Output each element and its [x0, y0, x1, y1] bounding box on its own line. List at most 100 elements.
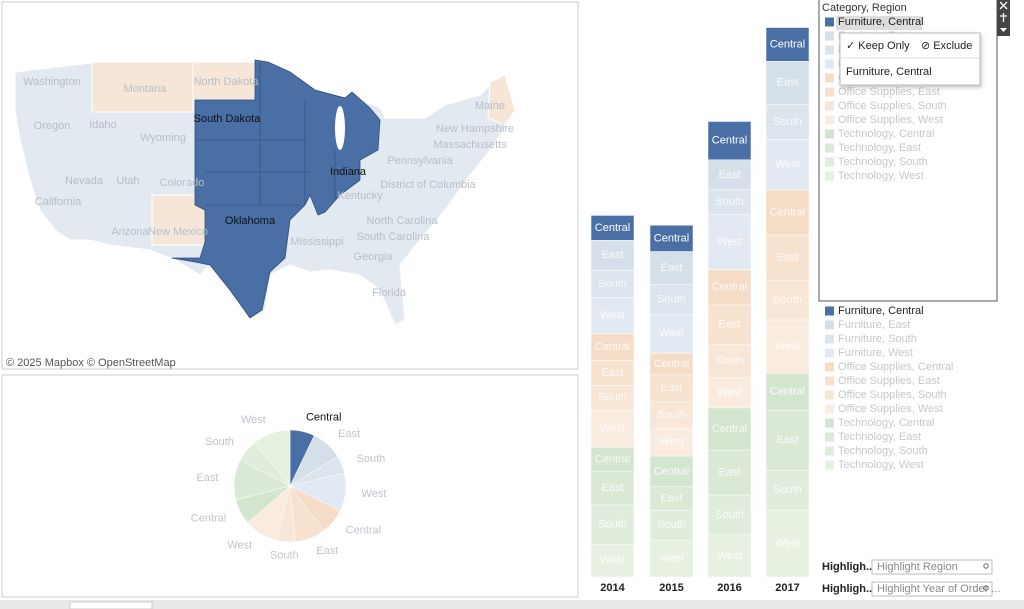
bar-segment[interactable] — [765, 509, 810, 578]
bar-segment[interactable] — [590, 409, 635, 448]
bar-segment[interactable] — [707, 534, 752, 578]
bar-segment[interactable] — [765, 319, 810, 374]
bar-segment[interactable] — [707, 407, 752, 451]
bar-segment[interactable] — [707, 449, 752, 496]
legend-swatch — [825, 418, 834, 428]
bar-segment[interactable] — [765, 103, 810, 140]
legend-item[interactable]: Technology, Central — [838, 128, 934, 140]
bar-segment[interactable] — [649, 284, 694, 315]
bar-segment[interactable] — [649, 427, 694, 457]
bar-segment[interactable] — [765, 139, 810, 191]
legend-item[interactable]: Office Supplies, East — [838, 375, 940, 387]
bar-segment[interactable] — [590, 239, 635, 271]
bar-segment[interactable] — [590, 446, 635, 473]
legend-item[interactable]: Technology, South — [838, 445, 928, 457]
keep-only-button[interactable]: ✓ Keep Only — [846, 40, 910, 52]
bar-segment[interactable] — [707, 344, 752, 379]
state-label: Oregon — [34, 120, 71, 132]
bar-segment[interactable] — [765, 61, 810, 105]
highlighter-placeholder: Highlight Region — [877, 561, 958, 573]
bar-segment[interactable] — [765, 234, 810, 281]
legend-swatch — [825, 376, 834, 386]
bar-segment[interactable] — [707, 159, 752, 191]
exclude-button[interactable]: ⊘ Exclude — [921, 40, 972, 52]
bar-segment[interactable] — [707, 304, 752, 345]
legend-item[interactable]: Technology, East — [838, 142, 921, 154]
bar-segment[interactable] — [590, 544, 635, 578]
bar-segment[interactable] — [649, 374, 694, 403]
bar-segment[interactable] — [707, 214, 752, 270]
legend-swatch — [825, 460, 834, 470]
bar-segment[interactable] — [590, 270, 635, 298]
state-label: Oklahoma — [225, 215, 276, 227]
bar-segment[interactable] — [765, 279, 810, 321]
bar-segment[interactable] — [765, 409, 810, 471]
state-label: Massachusetts — [433, 139, 507, 151]
legend-item[interactable]: Furniture, West — [838, 347, 913, 359]
legend-item[interactable]: Furniture, East — [838, 319, 910, 331]
toolbar[interactable] — [997, 0, 1010, 36]
legend-swatch — [825, 143, 834, 153]
legend-item[interactable]: Furniture, Central — [838, 305, 924, 317]
highlighter-input[interactable] — [871, 559, 993, 575]
segment-label: West — [659, 436, 684, 448]
x-tick-label: 2017 — [775, 582, 799, 594]
bar-segment[interactable] — [707, 121, 752, 161]
close-icon[interactable] — [999, 1, 1008, 10]
bar-segment[interactable] — [649, 224, 694, 252]
bar-segment[interactable] — [649, 251, 694, 285]
menu-icon[interactable] — [1000, 28, 1007, 32]
segment-label: Central — [712, 135, 747, 147]
legend-item[interactable]: Technology, Central — [838, 417, 934, 429]
bottom-scrollbar[interactable] — [0, 600, 1024, 609]
legend-item[interactable]: Office Supplies, West — [838, 114, 943, 126]
legend-swatch — [825, 432, 834, 442]
sheet-tab[interactable] — [69, 601, 153, 609]
bar-segment[interactable] — [707, 377, 752, 409]
segment-label: South — [598, 519, 627, 531]
bar-segment[interactable] — [707, 494, 752, 536]
legend-item[interactable]: Office Supplies, South — [838, 389, 947, 401]
legend-swatch — [825, 59, 834, 69]
pin-icon[interactable] — [1000, 13, 1007, 22]
legend-item[interactable]: Furniture, Central — [838, 16, 924, 28]
state-label: Mississippi — [290, 236, 343, 248]
segment-label: East — [601, 249, 623, 261]
bar-segment[interactable] — [590, 215, 635, 241]
legend-item[interactable]: Office Supplies, East — [838, 86, 940, 98]
legend-item[interactable]: Technology, West — [838, 459, 924, 471]
state-label: Nevada — [65, 175, 104, 187]
legend-item[interactable]: Technology, South — [838, 156, 928, 168]
bar-segment[interactable] — [590, 385, 635, 411]
state-label: North Carolina — [367, 215, 439, 227]
segment-label: West — [600, 555, 625, 567]
segment-label: Central — [770, 38, 805, 50]
bar-segment[interactable] — [649, 509, 694, 541]
segment-label: West — [775, 159, 800, 171]
bar-segment[interactable] — [590, 504, 635, 545]
highlighter-input[interactable] — [871, 581, 993, 597]
pie-slice[interactable] — [254, 429, 291, 487]
bar-segment[interactable] — [765, 470, 810, 511]
bar-segment[interactable] — [765, 373, 810, 411]
pie-label: East — [316, 545, 338, 557]
legend-item[interactable]: Technology, East — [838, 431, 921, 443]
legend-item[interactable]: Office Supplies, South — [838, 100, 947, 112]
legend-item[interactable]: Furniture, South — [838, 333, 917, 345]
legend-item[interactable]: Office Supplies, Central — [838, 361, 953, 373]
pie-label: East — [196, 472, 218, 484]
bar-segment[interactable] — [649, 539, 694, 578]
state-label: New Mexico — [148, 226, 208, 238]
bar-segment[interactable] — [707, 269, 752, 306]
legend-item[interactable]: Office Supplies, West — [838, 403, 943, 415]
bar-segment[interactable] — [590, 297, 635, 334]
bar-segment[interactable] — [707, 189, 752, 215]
bar-segment[interactable] — [590, 471, 635, 506]
bar-segment[interactable] — [649, 401, 694, 429]
bar-segment[interactable] — [649, 314, 694, 354]
segment-label: Central — [595, 453, 630, 465]
bar-segment[interactable] — [765, 27, 810, 62]
legend-item[interactable]: Technology, West — [838, 170, 924, 182]
bar-segment[interactable] — [765, 189, 810, 236]
